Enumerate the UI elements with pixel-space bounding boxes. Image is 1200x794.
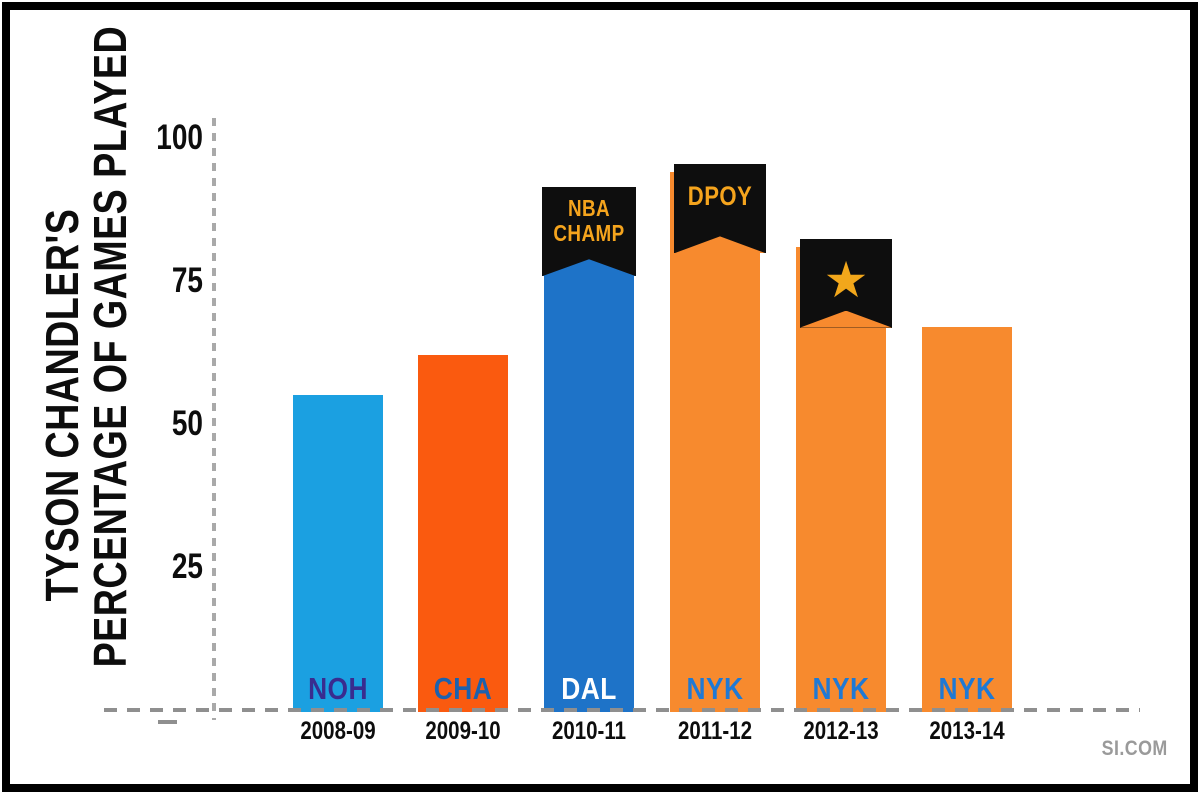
team-label-NYK-2012-13: NYK (812, 670, 870, 706)
award-banner-2011-12: DPOY (674, 164, 766, 254)
team-label-NYK-2013-14: NYK (938, 670, 996, 706)
x-tick-label-2011-12: 2011-12 (677, 717, 753, 745)
banner-notch (542, 259, 636, 277)
x-tick-label-2010-11: 2010-11 (551, 717, 627, 745)
award-banner-2010-11: NBA CHAMP (542, 187, 636, 277)
bar-2008-09: NOH (293, 395, 383, 712)
team-label-NOH-2008-09: NOH (308, 670, 368, 706)
watermark: SI.COM (1101, 737, 1168, 760)
banner-text-2011-12: DPOY (682, 164, 757, 212)
x-axis-dashed-line (104, 708, 1140, 712)
x-tick-label-2008-09: 2008-09 (300, 717, 376, 745)
bar-2009-10: CHA (418, 355, 508, 712)
x-tick-label-2012-13: 2012-13 (803, 717, 879, 745)
banner-notch (674, 236, 766, 254)
y-axis-dashed-line (212, 118, 216, 720)
banner-text-line: DPOY (687, 181, 753, 212)
bar-2011-12: NYK (670, 172, 760, 712)
team-label-CHA-2009-10: CHA (433, 670, 493, 706)
bar-2010-11: DAL (544, 275, 634, 712)
banner-text-line: NBA (567, 195, 611, 222)
x-tick-label-2013-14: 2013-14 (929, 717, 1005, 745)
team-label-DAL-2010-11: DAL (561, 670, 617, 706)
x-tick-label-2009-10: 2009-10 (425, 717, 501, 745)
award-banner-2012-13: ★ (800, 238, 892, 328)
y-tick-label-50: 50 (171, 404, 203, 443)
banner-text-line: CHAMP (553, 220, 625, 247)
banner-notch (800, 310, 892, 328)
zero-tick-mark (158, 720, 177, 724)
y-axis-title: TYSON CHANDLER'S PERCENTAGE OF GAMES PLA… (36, 25, 136, 668)
star-icon: ★ (823, 251, 869, 308)
y-axis-title-line2: PERCENTAGE OF GAMES PLAYED (84, 25, 136, 668)
y-tick-label-100: 100 (156, 118, 203, 157)
team-label-NYK-2011-12: NYK (686, 670, 744, 706)
bar-2013-14: NYK (922, 326, 1012, 712)
y-axis-title-line1: TYSON CHANDLER'S (36, 208, 88, 602)
y-tick-label-25: 25 (171, 547, 203, 586)
y-tick-label-75: 75 (171, 261, 203, 300)
banner-text-2010-11: NBA CHAMP (550, 187, 627, 246)
